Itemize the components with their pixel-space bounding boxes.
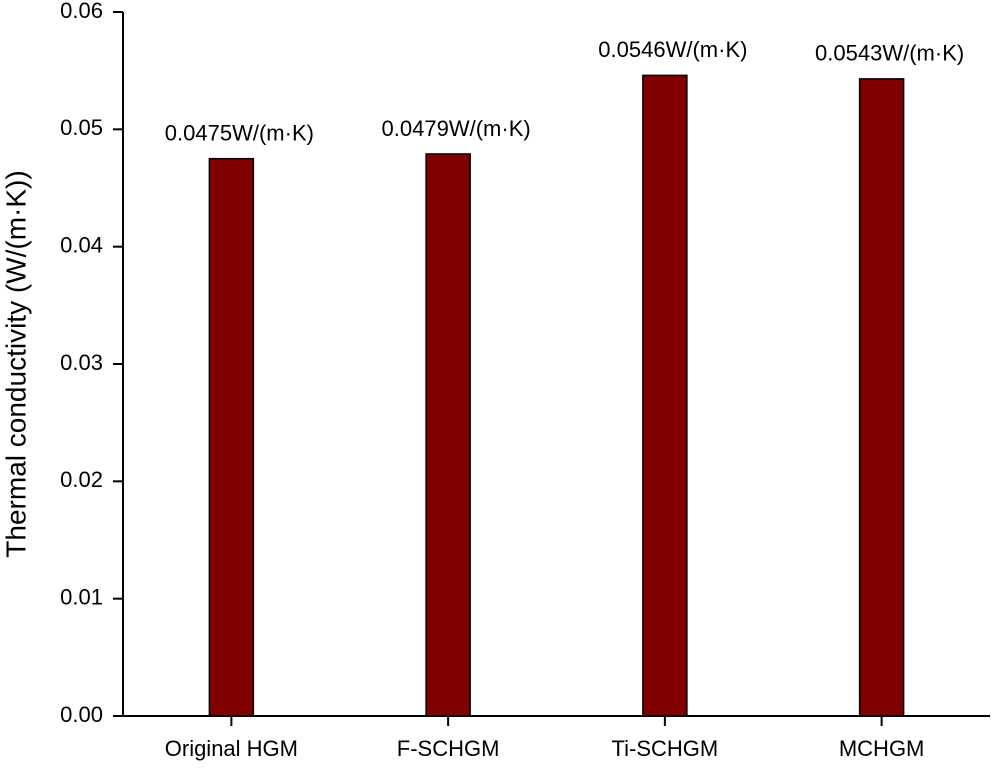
bar — [642, 74, 688, 717]
value-label: 0.0479W/(m·K) — [382, 116, 531, 141]
y-tick-label: 0.00 — [60, 702, 103, 727]
bar — [208, 157, 255, 717]
bar — [425, 153, 471, 717]
bar — [858, 78, 905, 717]
y-tick-label: 0.02 — [60, 467, 103, 492]
value-label: 0.0475W/(m·K) — [165, 120, 314, 145]
y-tick-label: 0.03 — [60, 350, 103, 375]
value-label: 0.0546W/(m·K) — [598, 37, 747, 62]
y-tick-label: 0.01 — [60, 584, 103, 609]
x-tick-label: MCHGM — [839, 736, 925, 761]
y-tick-label: 0.06 — [60, 0, 103, 23]
x-tick-label: F-SCHGM — [397, 736, 500, 761]
y-tick-label: 0.05 — [60, 115, 103, 140]
x-tick-label: Original HGM — [165, 736, 298, 761]
y-axis-title: Thermal conductivity (W/(m·K)) — [0, 170, 31, 557]
y-tick-label: 0.04 — [60, 232, 103, 257]
value-label: 0.0543W/(m·K) — [815, 41, 964, 66]
x-tick-label: Ti-SCHGM — [612, 736, 719, 761]
